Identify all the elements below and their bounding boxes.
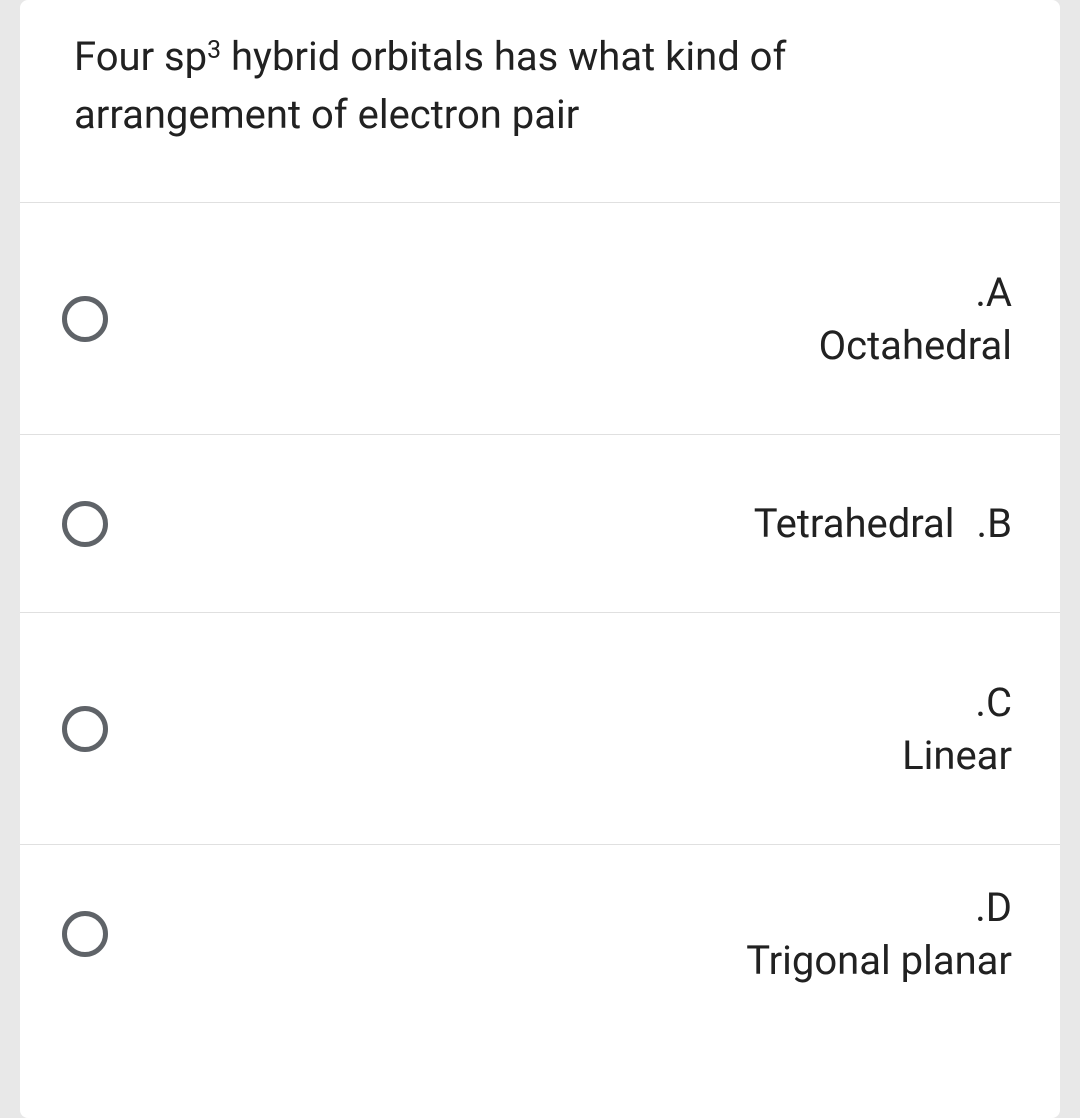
quiz-card: Four sp3 hybrid orbitals has what kind o… [20,0,1060,1118]
option-content-a: .A Octahedral [819,269,1018,369]
option-label-b: Tetrahedral [754,500,955,547]
option-letter-d: .D [975,884,1012,931]
option-label-a: Octahedral [819,322,1012,369]
option-letter-a: .A [975,269,1012,316]
radio-circle-icon [62,501,108,547]
radio-circle-icon [62,706,108,752]
option-content-d: .D Trigonal planar [746,884,1018,984]
option-content-b: Tetrahedral .B [754,500,1018,547]
question-sup: 3 [207,36,221,65]
option-row-d[interactable]: .D Trigonal planar [20,845,1060,1023]
option-label-c: Linear [902,732,1012,779]
radio-a[interactable] [62,296,108,342]
question-text: Four sp3 hybrid orbitals has what kind o… [74,28,1006,144]
radio-d[interactable] [62,911,108,957]
radio-circle-icon [62,911,108,957]
radio-b[interactable] [62,501,108,547]
option-row-a[interactable]: .A Octahedral [20,203,1060,435]
option-letter-c: .C [975,679,1012,726]
radio-c[interactable] [62,706,108,752]
option-row-c[interactable]: .C Linear [20,613,1060,845]
option-label-d: Trigonal planar [746,937,1012,984]
radio-circle-icon [62,296,108,342]
question-block: Four sp3 hybrid orbitals has what kind o… [20,0,1060,203]
question-pre: Four sp [74,33,207,80]
option-content-c: .C Linear [902,679,1018,779]
option-letter-b: .B [977,500,1012,547]
option-row-b[interactable]: Tetrahedral .B [20,435,1060,613]
